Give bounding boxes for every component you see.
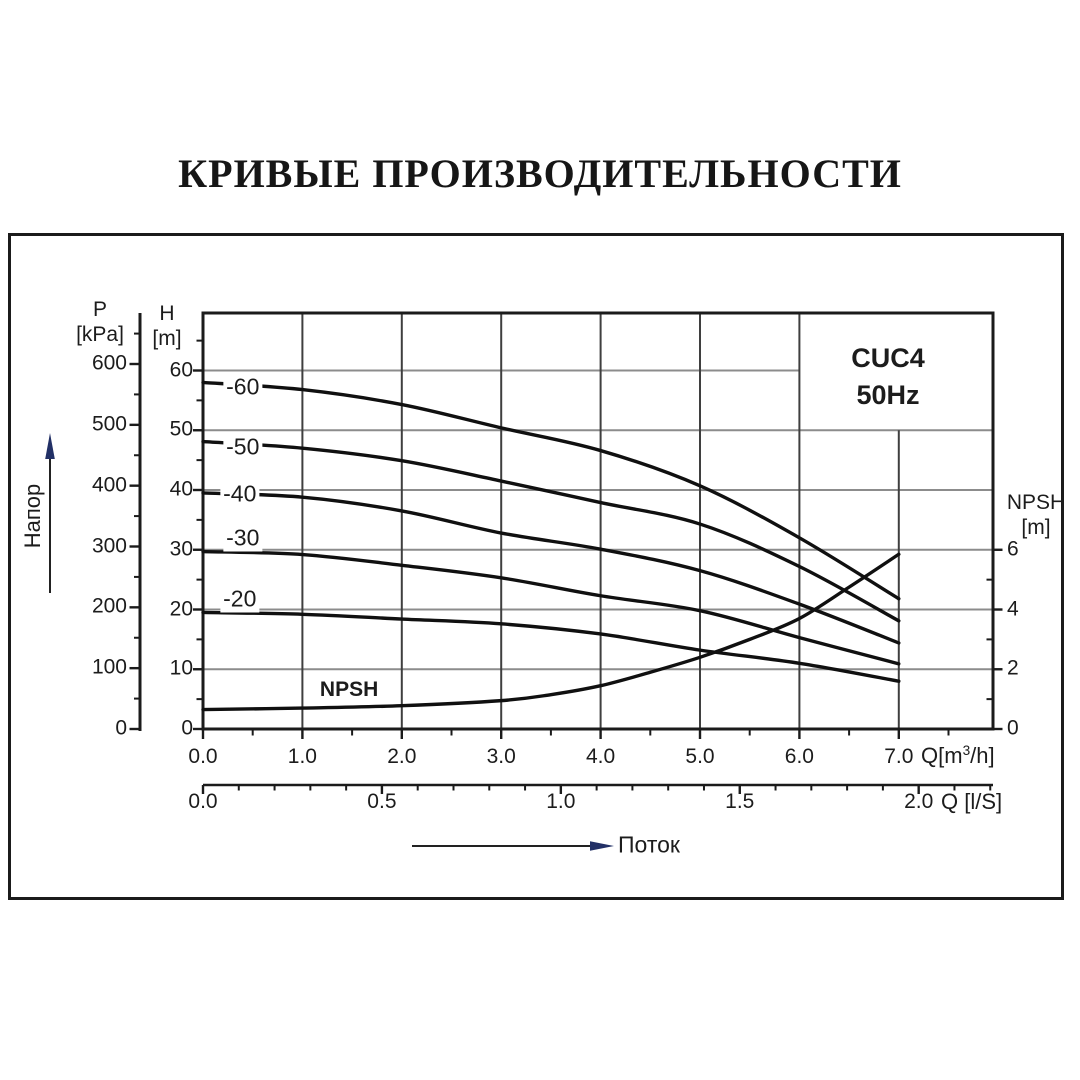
outer-frame bbox=[8, 233, 1064, 900]
x-tick-label: 3.0 bbox=[486, 745, 516, 768]
npsh-axis-symbol: NPSH bbox=[1006, 491, 1066, 514]
h-tick-label: 20 bbox=[169, 597, 193, 621]
npsh-curve-label: NPSH bbox=[317, 678, 381, 703]
x-axis-unit: Q[m3/h] bbox=[921, 742, 995, 769]
curve-label--30: -30 bbox=[223, 524, 263, 552]
head-curve--60 bbox=[201, 380, 901, 601]
head-arrow-up-icon bbox=[45, 433, 55, 459]
npsh-axis-title: NPSH [m] bbox=[1007, 490, 1065, 540]
x-tick-label: 4.0 bbox=[585, 745, 616, 768]
curve-label--50: -50 bbox=[223, 433, 263, 461]
x-tick-label: 6.0 bbox=[784, 745, 814, 768]
p-tick-label: 100 bbox=[91, 655, 127, 679]
x-tick-label: 1.0 bbox=[287, 745, 317, 768]
x2-tick-label: 0.0 bbox=[188, 790, 218, 813]
flow-arrow-label: Поток bbox=[618, 831, 680, 858]
npsh-tick-label: 4 bbox=[1007, 597, 1019, 621]
x2-axis-unit: Q [l/S] bbox=[941, 789, 1003, 814]
h-axis-title: H [m] bbox=[152, 301, 181, 351]
npsh-curve bbox=[201, 552, 901, 712]
npsh-axis-unit: [m] bbox=[1021, 516, 1051, 539]
p-axis-title: P [kPa] bbox=[76, 297, 124, 347]
npsh-tick-label: 6 bbox=[1007, 537, 1019, 561]
h-axis-symbol: H bbox=[159, 302, 175, 325]
p-tick-label: 500 bbox=[91, 412, 127, 436]
p-axis-symbol: P bbox=[92, 298, 108, 321]
h-tick-label: 0 bbox=[181, 716, 193, 740]
x2-tick-label: 0.5 bbox=[367, 790, 397, 813]
head-arrow-label: Напор bbox=[20, 483, 45, 549]
model-name: CUC4 bbox=[851, 343, 925, 373]
h-tick-label: 50 bbox=[169, 417, 193, 441]
h-tick-label: 60 bbox=[169, 358, 193, 382]
x2-tick-label: 1.0 bbox=[546, 790, 576, 813]
p-tick-label: 0 bbox=[115, 716, 127, 740]
p-tick-label: 300 bbox=[91, 534, 127, 558]
h-tick-label: 40 bbox=[169, 477, 193, 501]
x2-tick-label: 2.0 bbox=[904, 790, 934, 813]
h-tick-label: 10 bbox=[169, 656, 193, 680]
curve-label--40: -40 bbox=[220, 480, 260, 508]
npsh-tick-label: 2 bbox=[1007, 656, 1019, 680]
p-axis-unit: [kPa] bbox=[76, 323, 124, 346]
x-tick-label: 2.0 bbox=[387, 745, 417, 768]
page-title: КРИВЫЕ ПРОИЗВОДИТЕЛЬНОСТИ bbox=[178, 151, 902, 196]
head-curve--40 bbox=[201, 491, 901, 645]
x-tick-label: 7.0 bbox=[884, 745, 914, 768]
head-curve--50 bbox=[201, 439, 901, 623]
x2-tick-label: 1.5 bbox=[725, 790, 755, 813]
head-curve--20 bbox=[201, 610, 901, 683]
x-tick-label: 0.0 bbox=[188, 745, 218, 768]
p-tick-label: 200 bbox=[91, 594, 127, 618]
head-curve--30 bbox=[201, 549, 901, 666]
flow-arrow-right-icon bbox=[590, 841, 614, 851]
model-badge: CUC4 50Hz bbox=[851, 340, 925, 414]
p-tick-label: 600 bbox=[91, 351, 127, 375]
h-tick-label: 30 bbox=[169, 537, 193, 561]
model-frequency: 50Hz bbox=[856, 380, 920, 410]
h-axis-unit: [m] bbox=[152, 327, 182, 350]
x-tick-label: 5.0 bbox=[685, 745, 715, 768]
npsh-tick-label: 0 bbox=[1007, 716, 1019, 740]
p-tick-label: 400 bbox=[91, 473, 127, 497]
curve-label--20: -20 bbox=[220, 585, 260, 613]
superscript-3: 3 bbox=[962, 742, 971, 758]
plot-border bbox=[201, 311, 995, 731]
curve-label--60: -60 bbox=[223, 373, 263, 401]
